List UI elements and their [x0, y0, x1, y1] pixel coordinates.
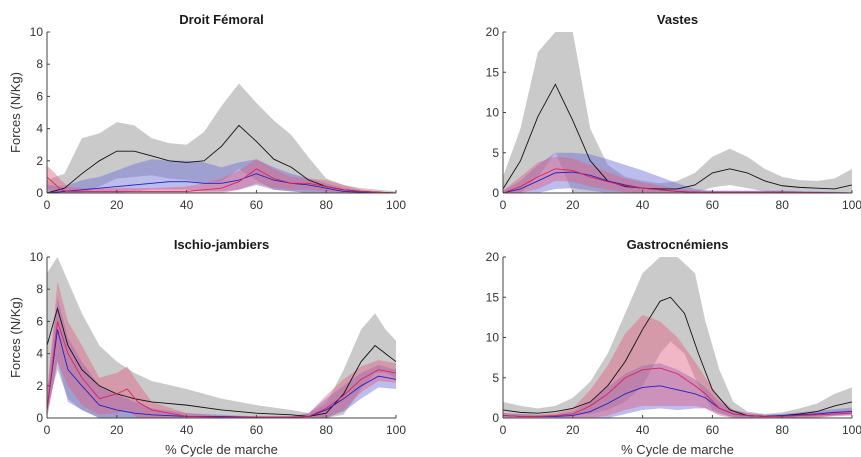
- y-tick-label: 8: [36, 282, 43, 296]
- series-2-band: [47, 281, 396, 418]
- y-tick-label: 4: [36, 122, 43, 136]
- x-tick-label: 100: [842, 423, 861, 437]
- x-tick-label: 20: [566, 198, 580, 212]
- x-tick-label: 60: [250, 423, 264, 437]
- x-tick-label: 40: [180, 198, 194, 212]
- series-0-mean-line: [47, 306, 396, 417]
- series-1-mean-line: [503, 385, 852, 417]
- y-axis-label: Forces (N/Kg): [8, 72, 23, 153]
- y-tick-label: 4: [36, 347, 43, 361]
- y-tick-label: 2: [36, 154, 43, 168]
- x-tick-label: 80: [776, 423, 790, 437]
- y-tick-label: 8: [36, 57, 43, 71]
- x-tick-label: 0: [500, 198, 507, 212]
- x-tick-label: 100: [842, 198, 861, 212]
- y-tick-label: 2: [36, 379, 43, 393]
- x-axis-label: % Cycle de marche: [621, 442, 734, 457]
- y-tick-label: 0: [492, 186, 499, 200]
- y-tick-label: 0: [492, 411, 499, 425]
- series-2-mean-line: [503, 168, 852, 193]
- y-tick-label: 20: [486, 25, 500, 39]
- series-0-band: [503, 32, 852, 193]
- series-2-mean-line: [47, 168, 396, 193]
- y-axis-label: Forces (N/Kg): [8, 297, 23, 378]
- y-tick-label: 0: [36, 411, 43, 425]
- series-0-band: [503, 257, 852, 418]
- y-tick-label: 10: [30, 25, 44, 39]
- x-axis-label: % Cycle de marche: [165, 442, 278, 457]
- x-tick-label: 60: [706, 423, 720, 437]
- panel-3: 0 20 40 60 80 100 0 5 10 15 20 Gastrocnémiens % Cycl…: [486, 237, 861, 457]
- y-tick-label: 5: [492, 146, 499, 160]
- plot-area: [503, 257, 852, 418]
- y-tick-label: 0: [36, 186, 43, 200]
- x-tick-label: 0: [500, 423, 507, 437]
- x-tick-label: 0: [44, 423, 51, 437]
- x-tick-label: 20: [110, 423, 124, 437]
- x-tick-label: 80: [320, 198, 334, 212]
- panel-title: Gastrocnémiens: [627, 237, 729, 252]
- panel-title: Vastes: [657, 12, 698, 27]
- plot-area: [503, 32, 852, 193]
- panel-title: Ischio-jambiers: [174, 237, 269, 252]
- series-0-band: [47, 83, 396, 193]
- panel-1: 0 20 40 60 80 100 0 5 10 15 20 Vastes: [486, 12, 861, 212]
- series-1-band: [47, 297, 396, 418]
- y-tick-label: 6: [36, 314, 43, 328]
- panel-title: Droit Fémoral: [179, 12, 264, 27]
- x-tick-label: 40: [180, 423, 194, 437]
- y-tick-label: 10: [30, 250, 44, 264]
- series-2-band: [503, 156, 852, 193]
- x-tick-label: 40: [636, 198, 650, 212]
- plot-area: [47, 257, 396, 418]
- x-tick-label: 60: [250, 198, 264, 212]
- series-0-mean-line: [503, 83, 852, 190]
- x-tick-label: 20: [566, 423, 580, 437]
- y-tick-label: 20: [486, 250, 500, 264]
- x-tick-label: 80: [320, 423, 334, 437]
- series-1-band: [503, 152, 852, 193]
- y-tick-label: 15: [486, 290, 500, 304]
- y-tick-label: 5: [492, 371, 499, 385]
- series-2-mean-line: [503, 367, 852, 417]
- x-tick-label: 100: [386, 423, 406, 437]
- series-0-band: [47, 257, 396, 418]
- x-tick-label: 80: [776, 198, 790, 212]
- y-tick-label: 6: [36, 89, 43, 103]
- series-1-mean-line: [47, 173, 396, 193]
- y-tick-label: 10: [486, 331, 500, 345]
- y-tick-label: 15: [486, 65, 500, 79]
- plot-area: [47, 83, 396, 193]
- panel-2: 0 20 40 60 80 100 0 2 4 6 8 10 Ischio-jambiers Forces…: [8, 237, 406, 457]
- series-1-band: [503, 363, 852, 418]
- y-tick-label: 10: [486, 106, 500, 120]
- panel-0: 0 20 40 60 80 100 0 2 4 6 8 10 Droit Fémoral Forces (…: [8, 12, 406, 212]
- x-tick-label: 40: [636, 423, 650, 437]
- x-tick-label: 60: [706, 198, 720, 212]
- x-tick-label: 20: [110, 198, 124, 212]
- x-tick-label: 100: [386, 198, 406, 212]
- series-2-band: [503, 314, 852, 418]
- x-tick-label: 0: [44, 198, 51, 212]
